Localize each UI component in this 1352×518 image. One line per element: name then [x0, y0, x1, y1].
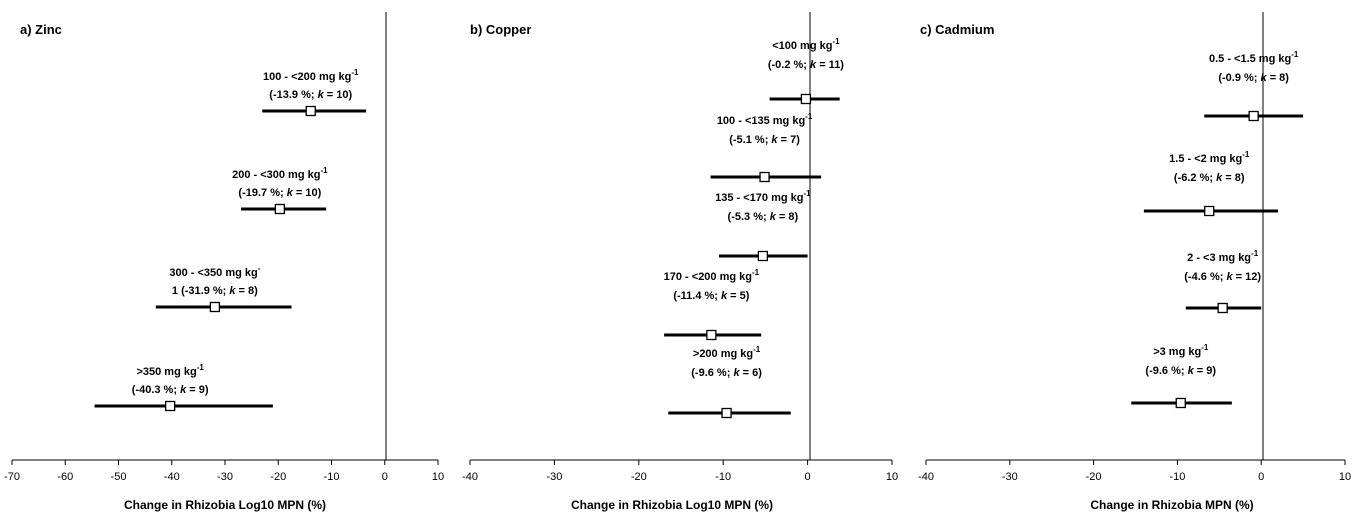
row-label-effect: (-9.6 %; k = 9): [1145, 365, 1216, 377]
row-label-range: <100 mg kg-1: [772, 37, 840, 52]
row-label-range: 100 - <135 mg kg-1: [717, 112, 813, 127]
x-tick-label: -60: [57, 471, 73, 483]
panel-zinc: a) Zinc -70 -60 -50 -40 -30 -20 -10 0 10 Change …: [4, 12, 444, 512]
row-label-effect: (-40.3 %; k = 9): [132, 384, 209, 396]
x-tick-label: -40: [462, 471, 478, 483]
effect-marker-cadmium: [1248, 110, 1259, 122]
effect-marker-zinc: [305, 105, 316, 117]
row-label-range: 2 - <3 mg kg-1: [1187, 249, 1259, 264]
panel-copper: b) Copper -40 -30 -20 -10 0 10 Change in Rhiz…: [462, 12, 898, 512]
row-label-range: 100 - <200 mg kg-1: [263, 68, 359, 83]
effect-marker-copper: [759, 171, 770, 183]
row-label-effect: (-4.6 %; k = 12): [1184, 271, 1261, 283]
x-tick-label: -20: [1086, 471, 1102, 483]
x-axis-label-cadmium: Change in Rhizobia MPN (%): [1090, 498, 1253, 512]
x-tick-label: 10: [886, 471, 898, 483]
row-label-range: >350 mg kg-1: [136, 363, 204, 378]
x-ticks-copper: -40 -30 -20 -10 0 10: [462, 460, 898, 483]
x-tick-label: -30: [1002, 471, 1018, 483]
x-tick-label: 0: [1258, 471, 1264, 483]
x-tick-label: -20: [631, 471, 647, 483]
x-tick-label: -30: [217, 471, 233, 483]
panel-cadmium: c) Cadmium -40 -30 -20 -10 0 10 Change in Rhi…: [918, 12, 1351, 512]
rows-cadmium: 0.5 - <1.5 mg kg-1 (-0.9 %; k = 8) 1.5 - <…: [1131, 50, 1304, 409]
x-tick-label: -40: [918, 471, 934, 483]
x-tick-label: -10: [1169, 471, 1185, 483]
rows-zinc: 100 - <200 mg kg-1 (-13.9 %; k = 10) 200 -…: [94, 68, 367, 412]
x-tick-label: -20: [270, 471, 286, 483]
x-tick-label: -50: [111, 471, 127, 483]
x-tick-label: 10: [1339, 471, 1351, 483]
row-label-effect: 1 (-31.9 %; k = 8): [172, 285, 258, 297]
x-tick-label: -70: [4, 471, 20, 483]
row-label-effect: (-11.4 %; k = 5): [673, 290, 749, 302]
effect-marker-zinc: [209, 301, 221, 313]
row-label-range: 1.5 - <2 mg kg-1: [1169, 150, 1250, 165]
effect-marker-zinc: [274, 203, 285, 215]
x-tick-label: 10: [432, 471, 444, 483]
row-label-effect: (-0.9 %; k = 8): [1218, 72, 1289, 84]
panel-title-copper: b) Copper: [470, 22, 531, 37]
row-label-effect: (-9.6 %; k = 6): [691, 367, 762, 379]
effect-marker-copper: [721, 407, 732, 419]
row-label-effect: (-5.1 %; k = 7): [729, 134, 800, 146]
x-tick-label: -30: [546, 471, 562, 483]
x-ticks-cadmium: -40 -30 -20 -10 0 10: [918, 460, 1351, 483]
row-label-range: 200 - <300 mg kg-1: [232, 166, 328, 181]
x-tick-label: 0: [382, 471, 388, 483]
effect-marker-copper: [706, 329, 717, 341]
row-label-effect: (-19.7 %; k = 10): [238, 187, 321, 199]
row-label-range: 0.5 - <1.5 mg kg-1: [1209, 50, 1299, 65]
effect-marker-cadmium: [1175, 397, 1186, 409]
effect-marker-cadmium: [1217, 302, 1228, 314]
rows-copper: <100 mg kg-1 (-0.2 %; k = 11) 100 - <135 m…: [664, 37, 844, 419]
x-axis-label-copper: Change in Rhizobia Log10 MPN (%): [571, 498, 773, 512]
panel-title-zinc: a) Zinc: [20, 22, 62, 37]
x-tick-label: -10: [715, 471, 731, 483]
row-label-range: 300 - <350 mg kg-: [169, 264, 260, 279]
row-label-range: 135 - <170 mg kg-1: [715, 189, 811, 204]
effect-marker-zinc: [165, 400, 176, 412]
x-axis-label-zinc: Change in Rhizobia Log10 MPN (%): [124, 498, 326, 512]
x-tick-label: 0: [805, 471, 811, 483]
row-label-effect: (-0.2 %; k = 11): [768, 59, 844, 71]
x-tick-label: -10: [324, 471, 340, 483]
effect-marker-copper: [757, 250, 769, 262]
x-tick-label: -40: [164, 471, 180, 483]
row-label-range: >3 mg kg-1: [1153, 343, 1209, 358]
row-label-range: >200 mg kg-1: [693, 345, 761, 360]
row-label-range: 170 - <200 mg kg-1: [664, 268, 760, 283]
x-ticks-zinc: -70 -60 -50 -40 -30 -20 -10 0 10: [4, 460, 444, 483]
effect-marker-copper: [800, 93, 812, 105]
effect-marker-cadmium: [1204, 205, 1215, 217]
row-label-effect: (-5.3 %; k = 8): [728, 211, 799, 223]
row-label-effect: (-6.2 %; k = 8): [1174, 172, 1245, 184]
panel-title-cadmium: c) Cadmium: [920, 22, 994, 37]
row-label-effect: (-13.9 %; k = 10): [269, 89, 352, 101]
